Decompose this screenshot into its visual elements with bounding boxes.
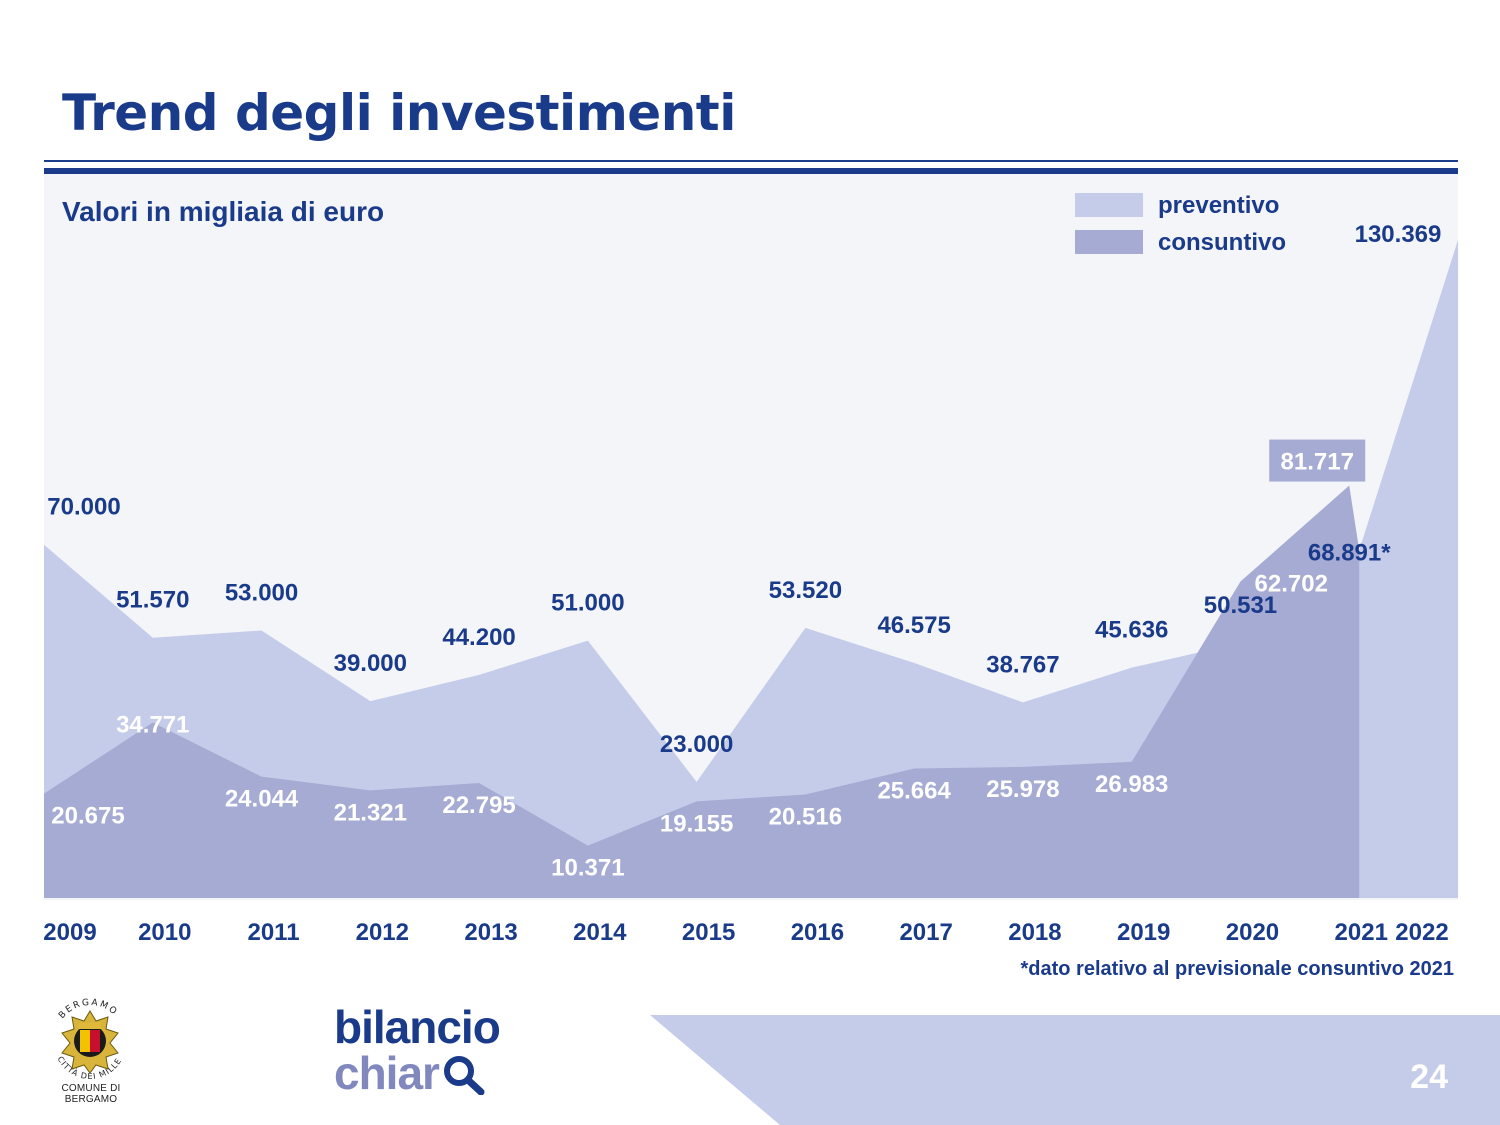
data-label-box xyxy=(1269,439,1366,482)
page-title: Trend degli investimenti xyxy=(62,84,736,142)
data-label-preventivo: 44.200 xyxy=(442,624,515,651)
chart-subtitle: Valori in migliaia di euro xyxy=(62,196,385,227)
data-label-preventivo: 39.000 xyxy=(334,650,407,677)
x-tick-label: 2012 xyxy=(356,919,409,946)
legend-swatch-consuntivo xyxy=(1075,230,1143,254)
x-tick-label: 2013 xyxy=(464,919,517,946)
title-divider xyxy=(44,160,1458,162)
legend-label-preventivo: preventivo xyxy=(1158,192,1279,219)
data-label-preventivo: 23.000 xyxy=(660,731,733,758)
annotation-label: 68.891* xyxy=(1308,539,1391,566)
brand-line2: chiar xyxy=(334,1047,440,1099)
data-label-consuntivo: 24.044 xyxy=(225,786,299,813)
comune-di-bergamo-logo: BERGAMO CITTÀ DEI MILLE xyxy=(40,993,140,1090)
data-label-preventivo: 45.636 xyxy=(1095,617,1168,644)
x-tick-label: 2020 xyxy=(1226,919,1279,946)
x-tick-label: 2016 xyxy=(791,919,844,946)
chart-legend: preventivo consuntivo xyxy=(1075,192,1286,256)
x-tick-label: 2009 xyxy=(43,919,96,946)
data-label-consuntivo: 25.978 xyxy=(986,776,1059,803)
data-label-consuntivo: 19.155 xyxy=(660,810,733,837)
footnote: *dato relativo al previsionale consuntiv… xyxy=(1020,958,1455,980)
data-label-preventivo: 51.570 xyxy=(116,587,189,614)
data-label-preventivo: 50.531 xyxy=(1204,592,1277,619)
x-tick-label: 2018 xyxy=(1008,919,1061,946)
data-label-preventivo: 46.575 xyxy=(877,612,950,639)
x-tick-label: 2019 xyxy=(1117,919,1170,946)
data-label-consuntivo: 22.795 xyxy=(442,792,515,819)
x-tick-label: 2011 xyxy=(247,919,299,946)
data-label-preventivo: 62.702 xyxy=(1255,571,1328,598)
x-tick-label: 2014 xyxy=(573,919,627,946)
x-tick-label: 2017 xyxy=(899,919,952,946)
data-label-preventivo: 70.000 xyxy=(47,494,120,521)
investment-trend-chart: preventivo consuntivo 70.000 51.570 53.000… xyxy=(43,192,1458,946)
x-tick-label: 2022 xyxy=(1395,919,1448,946)
data-label-consuntivo: 10.371 xyxy=(551,855,624,882)
page-number: 24 xyxy=(1410,1058,1448,1096)
title-divider-thick xyxy=(44,168,1458,174)
magnifier-icon xyxy=(443,1056,485,1095)
data-label-consuntivo: 20.516 xyxy=(769,803,842,830)
data-label-preventivo: 53.000 xyxy=(225,579,298,606)
legend-swatch-preventivo xyxy=(1075,193,1143,217)
brand-line1: bilancio xyxy=(334,1001,501,1053)
series-area-consuntivo xyxy=(44,485,1360,898)
data-label-consuntivo: 81.717 xyxy=(1281,449,1354,476)
logo-caption: COMUNE DI BERGAMO xyxy=(61,1083,121,1105)
data-label-consuntivo: 34.771 xyxy=(116,712,189,739)
series-area-preventivo xyxy=(44,240,1458,898)
legend-label-consuntivo: consuntivo xyxy=(1158,229,1286,256)
x-tick-label: 2021 xyxy=(1335,919,1388,946)
bilancio-chiaro-logo: bilancio chiar xyxy=(334,1001,501,1099)
data-label-consuntivo: 20.675 xyxy=(51,803,124,830)
data-label-preventivo: 53.520 xyxy=(769,577,842,604)
data-label-preventivo: 51.000 xyxy=(551,590,624,617)
data-label-consuntivo: 26.983 xyxy=(1095,771,1168,798)
data-label-preventivo: 38.767 xyxy=(986,651,1059,678)
x-tick-label: 2010 xyxy=(138,919,191,946)
x-tick-label: 2015 xyxy=(682,919,735,946)
data-label-preventivo: 130.369 xyxy=(1355,221,1442,248)
data-label-consuntivo: 25.664 xyxy=(877,777,951,804)
data-label-consuntivo: 21.321 xyxy=(334,799,407,826)
